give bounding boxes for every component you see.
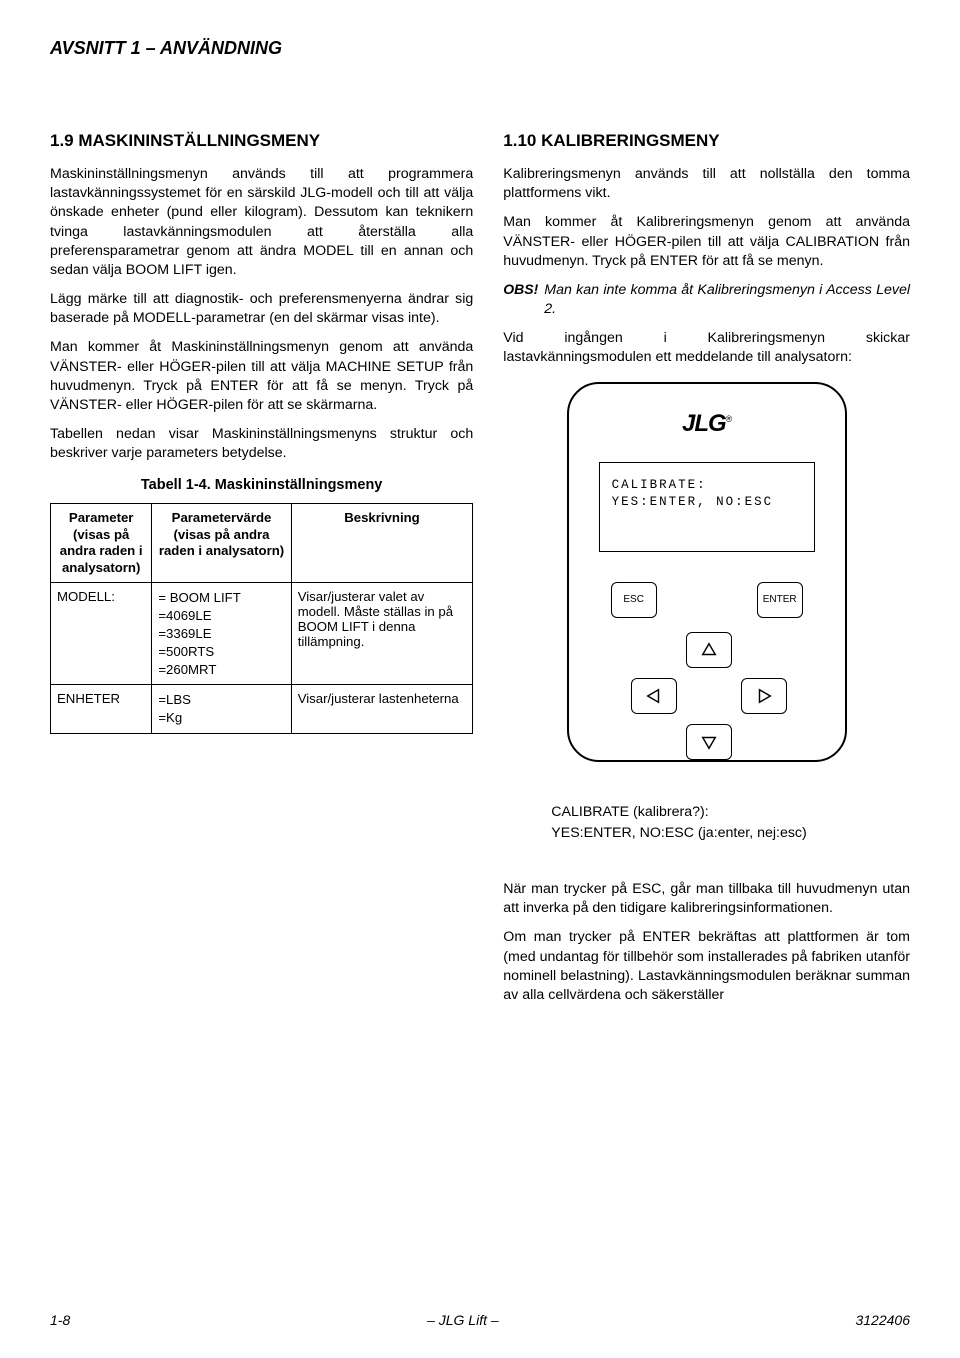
left-p4: Tabellen nedan visar Maskininställningsm… [50, 425, 473, 463]
arrow-left-icon [645, 687, 663, 705]
footer-center: – JLG Lift – [427, 1312, 499, 1328]
cell-units-desc: Visar/justerar lastenheterna [291, 685, 473, 734]
obs-label: OBS! [503, 281, 538, 319]
section-1-10-heading: 1.10 KALIBRERINGSMENY [503, 131, 910, 151]
th-parameter: Parameter (visas på andra raden i analys… [51, 504, 152, 583]
analyzer-screen: CALIBRATE: YES:ENTER, NO:ESC [599, 462, 815, 552]
right-p5: Om man trycker på ENTER bekräftas att pl… [503, 928, 910, 1005]
right-p1: Kalibreringsmenyn används till att nolls… [503, 165, 910, 203]
left-p2: Lägg märke till att diagnostik- och pref… [50, 290, 473, 328]
right-p4: När man trycker på ESC, går man tillbaka… [503, 880, 910, 918]
enter-button: ENTER [757, 582, 803, 618]
right-p2: Man kommer åt Kalibreringsmenyn genom at… [503, 213, 910, 271]
right-p3: Vid ingången i Kalibreringsmenyn skickar… [503, 329, 910, 367]
esc-button: ESC [611, 582, 657, 618]
table-1-4-caption: Tabell 1-4. Maskininställningsmeny [50, 477, 473, 493]
cell-model-values: = BOOM LIFT=4069LE=3369LE=500RTS=260MRT [152, 583, 291, 685]
param-table: Parameter (visas på andra raden i analys… [50, 503, 473, 734]
obs-note: OBS! Man kan inte komma åt Kalibreringsm… [503, 281, 910, 319]
screen-line1: CALIBRATE: [612, 477, 802, 495]
cell-model-desc: Visar/justerar valet av modell. Måste st… [291, 583, 473, 685]
cell-units-param: ENHETER [51, 685, 152, 734]
arrow-down-button [686, 724, 732, 760]
page-header: AVSNITT 1 – ANVÄNDNING [50, 38, 910, 59]
cell-model-param: MODELL: [51, 583, 152, 685]
calib-caption-line2: YES:ENTER, NO:ESC (ja:enter, nej:esc) [551, 823, 910, 844]
arrow-left-button [631, 678, 677, 714]
page-footer: 1-8 – JLG Lift – 3122406 [50, 1312, 910, 1328]
footer-docnum: 3122406 [855, 1312, 910, 1328]
jlg-logo: JLG® [682, 410, 731, 438]
arrow-right-button [741, 678, 787, 714]
right-column: 1.10 KALIBRERINGSMENY Kalibreringsmenyn … [503, 131, 910, 1005]
calibrate-caption: CALIBRATE (kalibrera?): YES:ENTER, NO:ES… [551, 802, 910, 845]
screen-line2: YES:ENTER, NO:ESC [612, 494, 802, 512]
arrow-up-icon [700, 641, 718, 659]
left-p3: Man kommer åt Maskininställningsmenyn ge… [50, 338, 473, 415]
th-description: Beskrivning [291, 504, 473, 583]
cell-units-values: =LBS=Kg [152, 685, 291, 734]
footer-page-number: 1-8 [50, 1312, 70, 1328]
arrow-right-icon [755, 687, 773, 705]
section-1-9-heading: 1.9 MASKININSTÄLLNINGSMENY [50, 131, 473, 151]
left-p1: Maskininställningsmenyn används till att… [50, 165, 473, 280]
left-column: 1.9 MASKININSTÄLLNINGSMENY Maskininställ… [50, 131, 473, 1005]
table-header-row: Parameter (visas på andra raden i analys… [51, 504, 473, 583]
analyzer-device: JLG® CALIBRATE: YES:ENTER, NO:ESC ESC EN… [567, 382, 847, 762]
table-row: MODELL: = BOOM LIFT=4069LE=3369LE=500RTS… [51, 583, 473, 685]
arrow-up-button [686, 632, 732, 668]
calib-caption-line1: CALIBRATE (kalibrera?): [551, 802, 910, 823]
th-parameter-value: Parametervärde (visas på andra raden i a… [152, 504, 291, 583]
two-column-layout: 1.9 MASKININSTÄLLNINGSMENY Maskininställ… [50, 131, 910, 1005]
obs-text: Man kan inte komma åt Kalibreringsmenyn … [544, 281, 910, 319]
arrow-down-icon [700, 733, 718, 751]
analyzer-device-figure: JLG® CALIBRATE: YES:ENTER, NO:ESC ESC EN… [503, 382, 910, 762]
table-row: ENHETER =LBS=Kg Visar/justerar lastenhet… [51, 685, 473, 734]
